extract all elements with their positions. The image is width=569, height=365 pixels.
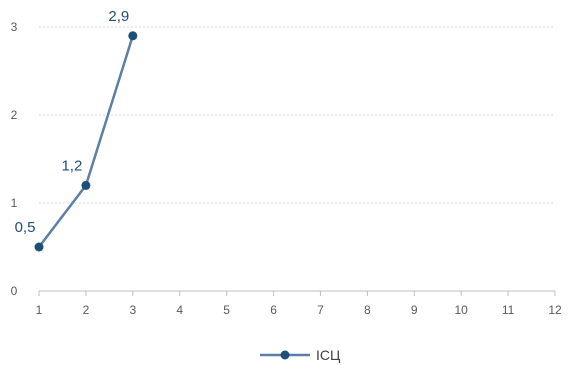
data-label: 1,2 <box>61 157 82 174</box>
y-tick-label: 1 <box>11 196 18 210</box>
x-tick-label: 10 <box>455 303 469 317</box>
grid-lines <box>39 26 555 204</box>
x-axis-ticks: 1 2 3 4 5 6 7 8 9 10 11 12 <box>36 303 562 317</box>
x-tick-label: 5 <box>223 303 230 317</box>
data-point[interactable] <box>81 180 91 190</box>
data-point[interactable] <box>128 31 138 41</box>
y-axis-ticks: 0 1 2 3 <box>11 20 18 298</box>
x-tick-label: 6 <box>270 303 277 317</box>
data-point[interactable] <box>34 242 44 252</box>
legend-series-name: ІСЦ <box>316 347 341 363</box>
data-label: 0,5 <box>15 219 36 236</box>
y-tick-label: 3 <box>11 20 18 34</box>
x-tick-label: 12 <box>548 303 562 317</box>
x-tick-label: 3 <box>129 303 136 317</box>
legend-marker-icon <box>280 350 290 360</box>
axes <box>38 290 556 296</box>
x-tick-label: 8 <box>364 303 371 317</box>
x-tick-label: 7 <box>317 303 324 317</box>
data-label: 2,9 <box>108 8 129 25</box>
x-tick-label: 1 <box>36 303 43 317</box>
data-labels: 0,5 1,2 2,9 <box>15 8 130 236</box>
legend[interactable]: ІСЦ <box>260 347 341 363</box>
x-tick-label: 2 <box>83 303 90 317</box>
x-tick-label: 11 <box>502 303 515 317</box>
x-tick-label: 9 <box>411 303 418 317</box>
series-line <box>38 35 135 248</box>
y-tick-label: 0 <box>11 284 18 298</box>
x-tick-label: 4 <box>176 303 183 317</box>
series-layer <box>34 31 138 252</box>
y-tick-label: 2 <box>11 108 18 122</box>
